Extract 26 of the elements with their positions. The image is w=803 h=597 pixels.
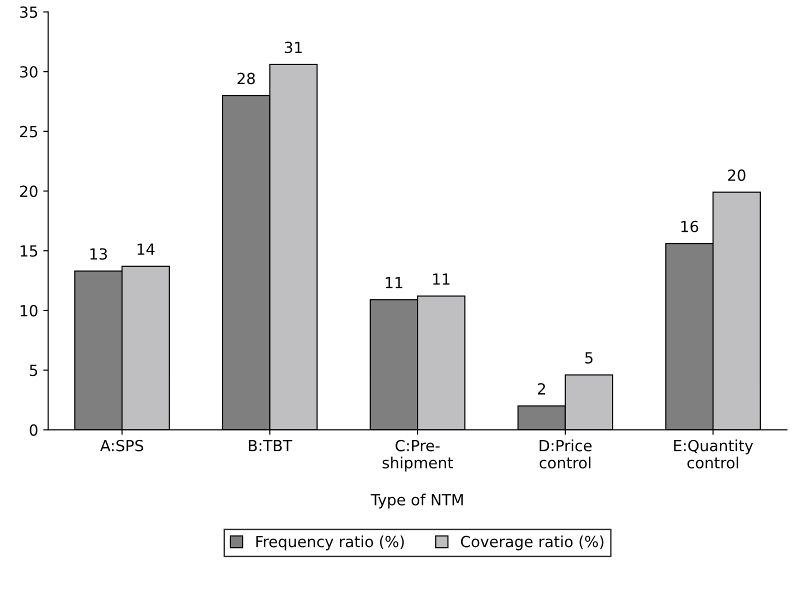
x-tick-label: B:TBT [248, 440, 292, 452]
y-tick-label: 0 [30, 424, 38, 436]
data-label: 16 [681, 220, 698, 232]
y-tick-label: 30 [20, 66, 38, 78]
y-tick-label: 5 [30, 364, 38, 376]
data-label: 5 [585, 352, 592, 364]
data-label: 13 [90, 248, 107, 260]
x-tick-label: C:Pre- shipment [382, 440, 453, 472]
legend-label: Frequency ratio (%) [256, 536, 404, 550]
x-tick-label: A:SPS [100, 440, 144, 452]
y-tick-label: 35 [20, 6, 38, 18]
x-tick-label: E:Quantity control [674, 440, 754, 468]
data-label: 31 [284, 42, 302, 54]
data-label: 20 [728, 169, 746, 181]
y-tick-label: 25 [20, 126, 38, 138]
data-label: 2 [538, 383, 545, 394]
data-label: 28 [238, 72, 255, 84]
data-label: 11 [386, 277, 402, 288]
x-axis-title: Type of NTM [370, 494, 463, 508]
data-label: 11 [433, 273, 450, 285]
data-label: 14 [138, 244, 155, 255]
y-tick-label: 10 [20, 304, 38, 316]
y-tick-label: 15 [20, 245, 38, 257]
legend-label: Coverage ratio (%) [461, 536, 604, 550]
x-tick-label: D:Price control [540, 440, 592, 468]
y-tick-label: 20 [20, 186, 38, 198]
